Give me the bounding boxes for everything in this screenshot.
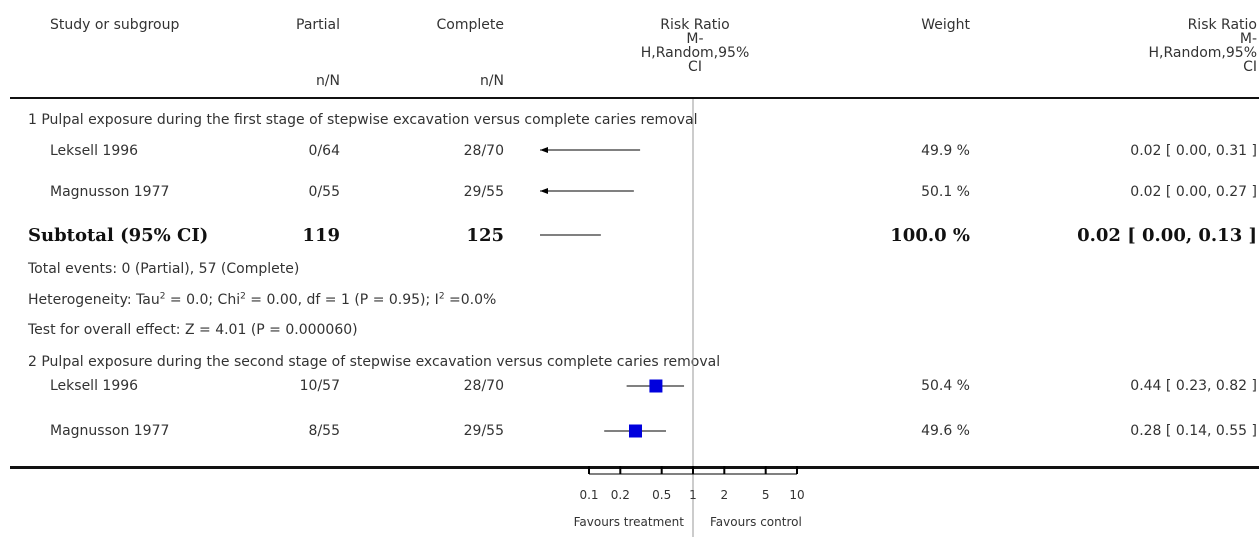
row-3-study: Leksell 1996 [50, 378, 139, 394]
row-1-complete: 28/70 [463, 143, 504, 159]
row-4-ci: 0.28 [ 0.14, 0.55 ] [1130, 423, 1257, 439]
row-4-partial: 8/55 [308, 423, 340, 439]
ci-arrow-1 [540, 147, 548, 153]
group-2-title: 2 Pulpal exposure during the second stag… [28, 354, 721, 370]
subtotal-label: Subtotal (95% CI) [28, 225, 209, 246]
subtotal-partial: 119 [302, 225, 340, 246]
row-1-ci: 0.02 [ 0.00, 0.31 ] [1130, 143, 1257, 159]
x-tick-label: 1 [689, 488, 697, 502]
row-4-complete: 29/55 [463, 423, 504, 439]
row-2-complete: 29/55 [463, 184, 504, 200]
total-events: Total events: 0 (Partial), 57 (Complete) [28, 261, 300, 277]
row-2-weight: 50.1 % [921, 184, 970, 200]
header-rr2-line1: Risk Ratio [1187, 17, 1257, 33]
het-part-4: =0.0% [444, 292, 497, 308]
row-3-weight: 50.4 % [921, 378, 970, 394]
overall-effect: Test for overall effect: Z = 4.01 (P = 0… [28, 322, 358, 338]
header-complete-sub: n/N [479, 73, 504, 89]
header-rr-line3: H,Random,95% [640, 45, 750, 61]
het-sup-2: 2 [240, 291, 246, 302]
row-3-ci: 0.44 [ 0.23, 0.82 ] [1130, 378, 1257, 394]
header-study: Study or subgroup [50, 17, 180, 33]
het-part-1: Heterogeneity: Tau [28, 292, 160, 308]
header-complete: Complete [436, 17, 504, 33]
header-rr2-line3: H,Random,95% [1148, 45, 1257, 61]
header-rr2-line4: CI [1243, 59, 1257, 75]
het-part-2: = 0.0; Chi [165, 292, 241, 308]
het-sup-3: 2 [438, 291, 445, 302]
row-1-weight: 49.9 % [921, 143, 970, 159]
heterogeneity: Heterogeneity: Tau2 = 0.0; Chi2 = 0.00, … [28, 292, 496, 308]
row-4-study: Magnusson 1977 [50, 423, 170, 439]
row-3-partial: 10/57 [299, 378, 340, 394]
header-rr-line4: CI [688, 59, 702, 75]
header-weight: Weight [921, 17, 970, 33]
row-1-partial: 0/64 [308, 143, 340, 159]
header-partial: Partial [296, 17, 340, 33]
subtotal-complete: 125 [466, 225, 504, 246]
het-part-3: = 0.00, df = 1 (P = 0.95); I [245, 292, 439, 308]
row-1-study: Leksell 1996 [50, 143, 139, 159]
favours-treatment-label: Favours treatment [573, 515, 684, 529]
row-4-weight: 49.6 % [921, 423, 970, 439]
header-rr-line1: Risk Ratio [660, 17, 730, 33]
point-estimate-box-4 [649, 379, 663, 393]
het-sup-1: 2 [159, 291, 166, 302]
header-rr2-line2: M- [1239, 31, 1257, 47]
favours-control-label: Favours control [710, 515, 802, 529]
header-partial-sub: n/N [315, 73, 340, 89]
header-rr-line2: M- [686, 31, 704, 47]
x-tick-label: 0.2 [610, 488, 630, 502]
x-tick-label: 0.1 [579, 488, 599, 502]
row-2-partial: 0/55 [308, 184, 340, 200]
x-tick-label: 2 [720, 488, 729, 502]
point-estimate-box-5 [629, 424, 643, 438]
subtotal-weight: 100.0 % [890, 225, 970, 246]
x-tick-label: 10 [789, 488, 805, 502]
group-1-title: 1 Pulpal exposure during the first stage… [28, 112, 698, 128]
x-tick-label: 5 [761, 488, 770, 502]
row-3-complete: 28/70 [463, 378, 504, 394]
header-rule [10, 97, 1259, 99]
bottom-rule [10, 466, 1259, 469]
row-2-study: Magnusson 1977 [50, 184, 170, 200]
x-tick-label: 0.5 [652, 488, 672, 502]
ci-arrow-2 [540, 188, 548, 194]
subtotal-ci: 0.02 [ 0.00, 0.13 ] [1077, 225, 1257, 246]
row-2-ci: 0.02 [ 0.00, 0.27 ] [1130, 184, 1257, 200]
